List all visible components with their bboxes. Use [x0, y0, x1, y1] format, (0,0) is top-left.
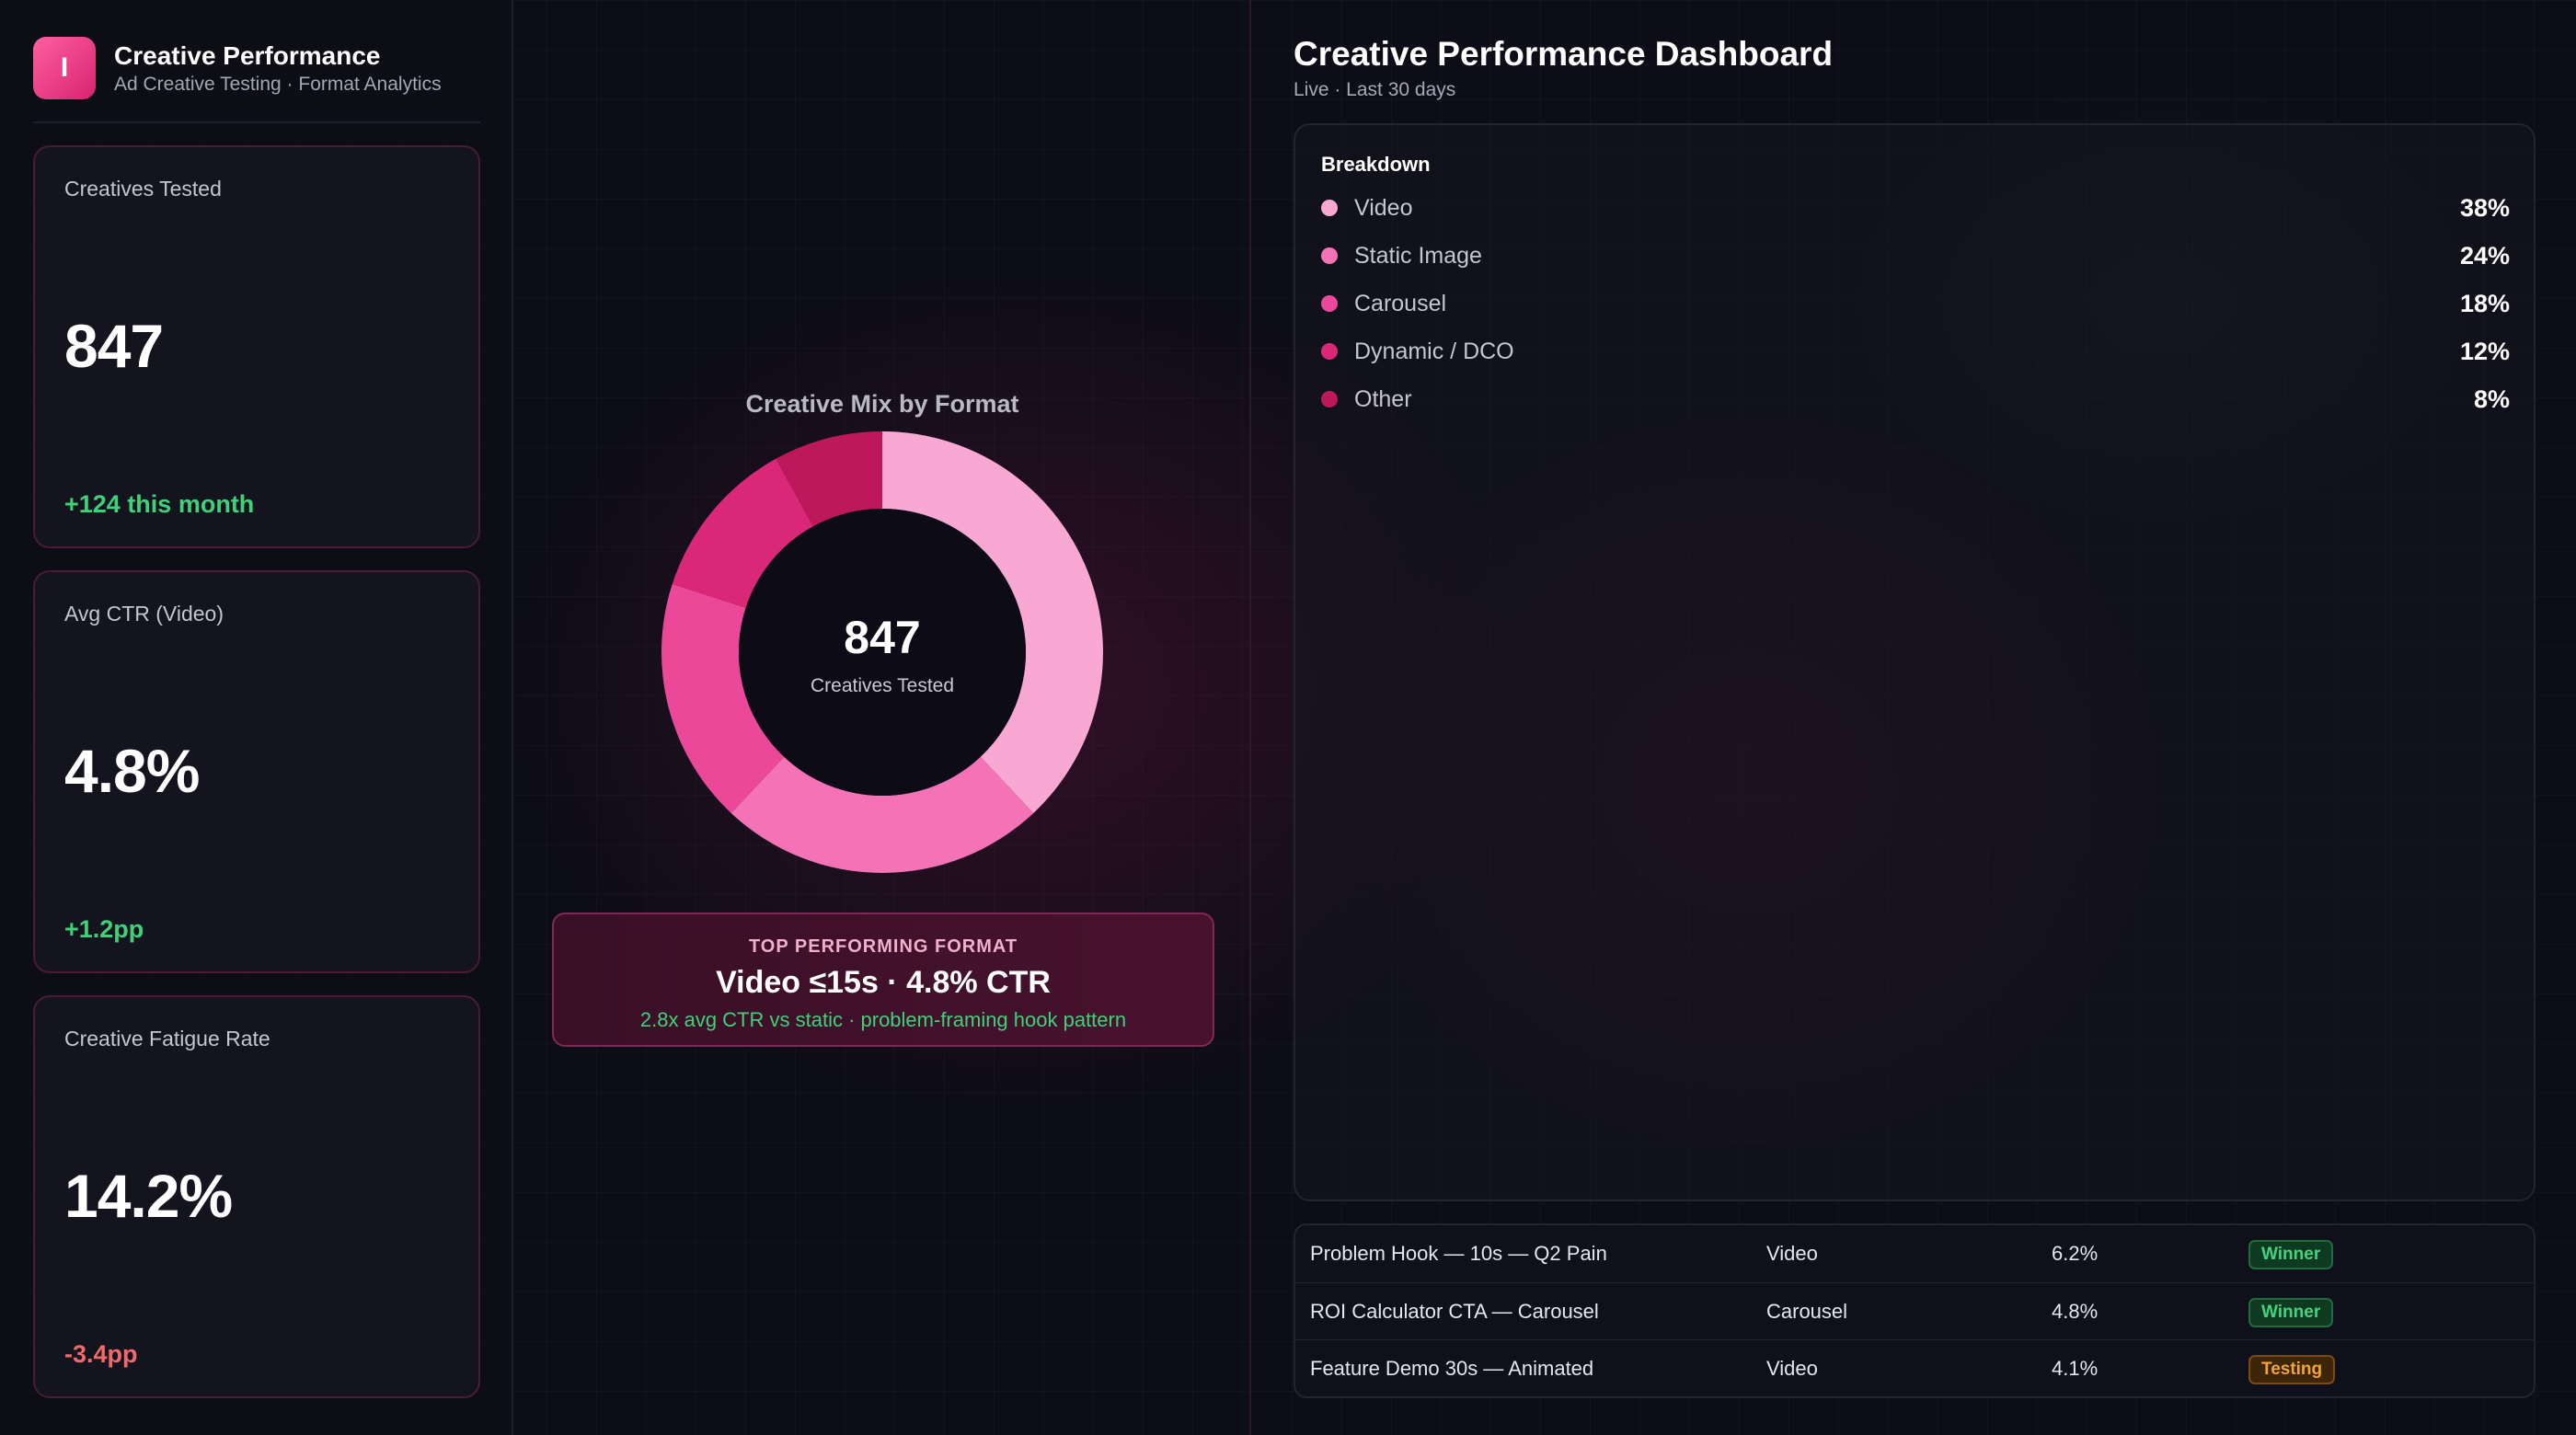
legend-value: 8%	[2473, 385, 2510, 413]
kpi-value: 847	[64, 312, 164, 380]
cell-creative: ROI Calculator CTA — Carousel	[1310, 1300, 1599, 1323]
kpi-delta: -3.4pp	[64, 1340, 138, 1368]
legend-item-video[interactable]: Video 38%	[1321, 193, 2510, 223]
brand-title: Creative Performance	[114, 41, 381, 70]
brand[interactable]: I Creative Performance Ad Creative Testi…	[33, 37, 442, 99]
legend-item-dynamic-dco[interactable]: Dynamic / DCO 12%	[1321, 337, 2510, 366]
legend-value: 18%	[2459, 289, 2510, 317]
donut-center-label: Creatives Tested	[811, 675, 954, 696]
donut-center-value: 847	[844, 612, 920, 663]
legend-dot	[1321, 200, 1338, 216]
top-format-headline: Video ≤15s · 4.8% CTR	[716, 965, 1051, 1000]
cell-creative: Problem Hook — 10s — Q2 Pain	[1310, 1242, 1607, 1265]
top-format-label: TOP PERFORMING FORMAT	[748, 936, 1018, 957]
table-row[interactable]: ROI Calculator CTA — Carousel Carousel 4…	[1295, 1282, 2534, 1339]
legend-value: 24%	[2459, 241, 2510, 270]
cell-status: Testing	[2248, 1355, 2336, 1384]
legend-name: Video	[1354, 194, 1413, 221]
status-badge: Winner	[2248, 1298, 2334, 1327]
donut-slice-other[interactable]	[776, 431, 882, 527]
chart-column: Creative Mix by Format 847 Creatives Tes…	[513, 0, 1251, 1435]
legend-value: 38%	[2459, 193, 2510, 222]
kpi-card-creatives-tested[interactable]: Creatives Tested 847 +124 this month	[33, 145, 480, 548]
creatives-table: Problem Hook — 10s — Q2 Pain Video 6.2% …	[1294, 1223, 2536, 1398]
legend-name: Other	[1354, 385, 1412, 412]
legend-name: Dynamic / DCO	[1354, 338, 1514, 364]
donut-slice-carousel[interactable]	[661, 583, 785, 813]
donut-slices	[661, 431, 1103, 873]
legend-dot	[1321, 247, 1338, 264]
breakdown-panel: Breakdown Video 38% Static Image 24% Car…	[1294, 123, 2536, 1201]
donut-hole	[739, 509, 1026, 796]
legend-item-other[interactable]: Other 8%	[1321, 385, 2510, 414]
divider	[33, 121, 480, 123]
kpi-label: Creative Fatigue Rate	[64, 1027, 270, 1050]
cell-ctr: 4.8%	[2052, 1300, 2099, 1323]
status-badge: Testing	[2248, 1355, 2336, 1384]
legend-value: 12%	[2459, 337, 2510, 365]
page-subtitle: Live · Last 30 days	[1294, 79, 1456, 100]
brand-logo-letter: I	[60, 52, 69, 83]
legend-item-carousel[interactable]: Carousel 18%	[1321, 289, 2510, 318]
donut-slice-dynamic-dco[interactable]	[672, 458, 813, 608]
kpi-delta: +1.2pp	[64, 915, 144, 943]
cell-ctr: 4.1%	[2052, 1357, 2099, 1380]
cell-status: Winner	[2248, 1298, 2334, 1327]
kpi-card-fatigue-rate[interactable]: Creative Fatigue Rate 14.2% -3.4pp	[33, 995, 480, 1398]
top-format-card[interactable]: TOP PERFORMING FORMAT Video ≤15s · 4.8% …	[552, 913, 1214, 1047]
brand-subtitle: Ad Creative Testing · Format Analytics	[114, 74, 442, 95]
kpi-label: Avg CTR (Video)	[64, 602, 224, 626]
cell-format: Video	[1766, 1242, 1818, 1265]
brand-text: Creative Performance Ad Creative Testing…	[114, 40, 442, 96]
kpi-card-avg-ctr[interactable]: Avg CTR (Video) 4.8% +1.2pp	[33, 570, 480, 973]
status-badge: Winner	[2248, 1240, 2334, 1269]
donut-slice-video[interactable]	[882, 431, 1103, 813]
cell-format: Carousel	[1766, 1300, 1848, 1323]
cell-status: Winner	[2248, 1240, 2334, 1269]
legend-name: Static Image	[1354, 242, 1482, 269]
legend-name: Carousel	[1354, 290, 1447, 316]
legend-dot	[1321, 391, 1338, 408]
table-row[interactable]: Problem Hook — 10s — Q2 Pain Video 6.2% …	[1295, 1225, 2534, 1282]
legend-item-static-image[interactable]: Static Image 24%	[1321, 241, 2510, 270]
page-title: Creative Performance Dashboard	[1294, 35, 1834, 73]
legend-dot	[1321, 295, 1338, 312]
cell-ctr: 6.2%	[2052, 1242, 2099, 1265]
donut-chart[interactable]: 847 Creatives Tested	[659, 429, 1106, 876]
donut-slice-static-image[interactable]	[730, 756, 1034, 873]
cell-format: Video	[1766, 1357, 1818, 1380]
kpi-delta: +124 this month	[64, 490, 255, 518]
kpi-label: Creatives Tested	[64, 177, 222, 201]
sidebar: I Creative Performance Ad Creative Testi…	[0, 0, 513, 1435]
table-row[interactable]: Feature Demo 30s — Animated Video 4.1% T…	[1295, 1339, 2534, 1396]
legend-dot	[1321, 343, 1338, 360]
cell-creative: Feature Demo 30s — Animated	[1310, 1357, 1594, 1380]
breakdown-title: Breakdown	[1321, 153, 1431, 176]
brand-logo: I	[33, 37, 96, 99]
kpi-value: 14.2%	[64, 1162, 233, 1230]
chart-title: Creative Mix by Format	[745, 390, 1019, 418]
top-format-detail: 2.8x avg CTR vs static · problem-framing…	[639, 1008, 1127, 1031]
kpi-value: 4.8%	[64, 737, 200, 805]
